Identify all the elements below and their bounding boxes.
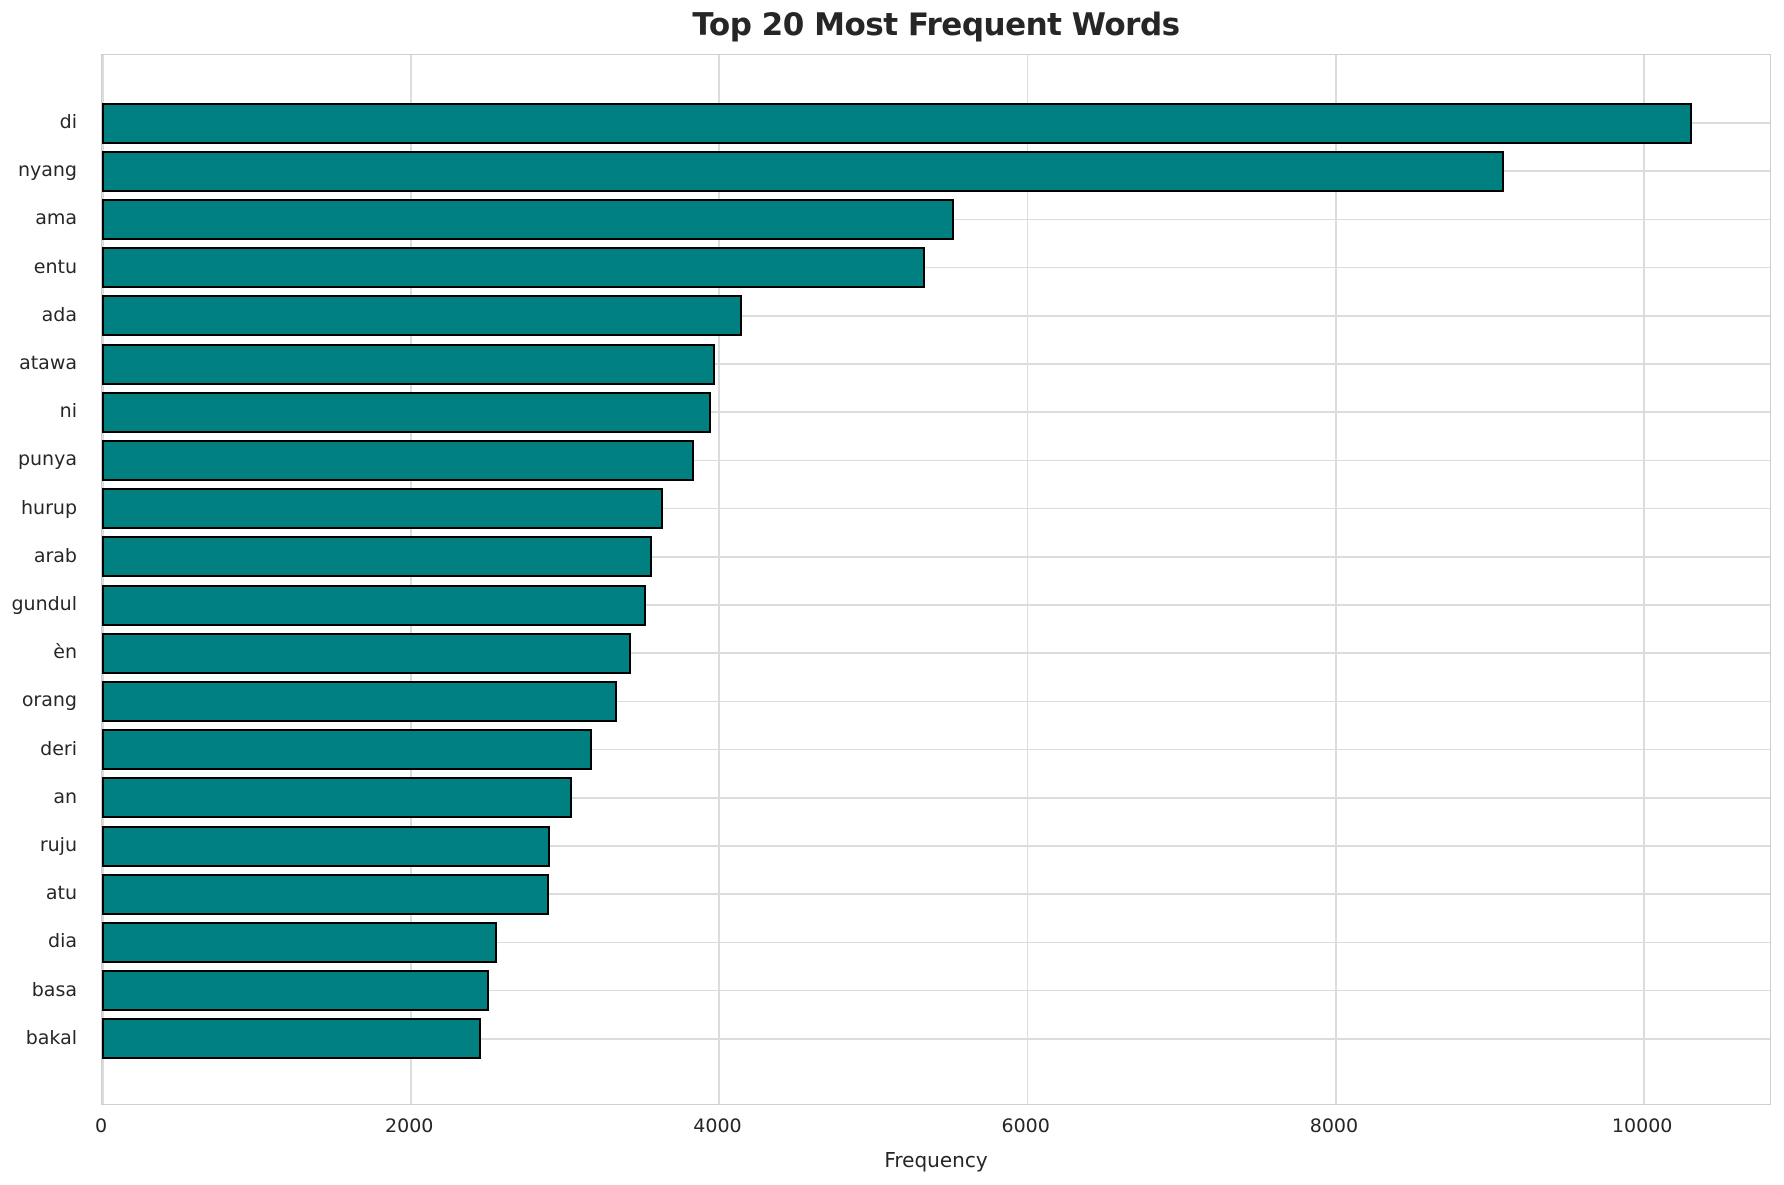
gridline-horizontal xyxy=(102,748,1770,751)
y-tick-label: atu xyxy=(45,882,77,905)
plot-area xyxy=(101,54,1771,1105)
y-tick-label: ruju xyxy=(39,834,77,856)
y-tick-label: basa xyxy=(31,978,77,1001)
x-tick-label: 8000 xyxy=(1309,1115,1359,1137)
x-tick-label: 2000 xyxy=(385,1115,434,1137)
gridline-horizontal xyxy=(102,266,1770,269)
bar-atawa xyxy=(102,343,716,385)
bar-nyang xyxy=(102,150,1505,192)
y-tick-label: bakal xyxy=(25,1026,77,1049)
bar-an xyxy=(102,777,573,819)
bar-atu xyxy=(102,873,549,915)
gridline-horizontal xyxy=(102,363,1770,365)
bar-ada xyxy=(102,295,742,337)
y-tick-label: an xyxy=(53,785,77,808)
x-tick-label: 6000 xyxy=(1001,1115,1050,1137)
gridline-horizontal xyxy=(102,604,1770,606)
bar-gundul xyxy=(102,584,647,626)
bar-dia xyxy=(102,921,497,963)
y-tick-label: entu xyxy=(33,255,77,278)
gridline-vertical xyxy=(1334,55,1337,1104)
y-tick-label: dia xyxy=(48,930,77,953)
y-tick-label: punya xyxy=(17,448,77,471)
gridline-horizontal xyxy=(102,556,1770,558)
bar-ama xyxy=(102,198,955,240)
gridline-horizontal xyxy=(102,507,1770,510)
y-tick-label: atawa xyxy=(19,352,77,374)
y-tick-label: hurup xyxy=(21,496,77,519)
y-tick-label: èn xyxy=(53,641,77,664)
gridline-horizontal xyxy=(102,315,1770,317)
bar-orang xyxy=(102,680,617,722)
bar-basa xyxy=(102,970,489,1012)
bar-arab xyxy=(102,536,653,578)
gridline-vertical xyxy=(1643,55,1645,1104)
bar-èn xyxy=(102,632,631,674)
y-tick-label: ama xyxy=(35,207,77,230)
bar-di xyxy=(102,102,1693,144)
gridline-horizontal xyxy=(102,797,1770,799)
gridline-horizontal xyxy=(102,411,1770,413)
gridline-vertical xyxy=(1026,55,1029,1104)
y-axis-labels: di nyang ama entu ada atawa ni punya hurup arab gu… xyxy=(0,54,89,1105)
y-tick-label: gundul xyxy=(11,593,77,615)
y-tick-label: arab xyxy=(33,544,77,567)
bar-ni xyxy=(102,391,711,433)
bar-entu xyxy=(102,247,925,289)
gridline-vertical xyxy=(102,55,104,1104)
chart-title: Top 20 Most Frequent Words xyxy=(692,7,1180,43)
gridline-vertical xyxy=(410,55,412,1104)
x-axis-title: Frequency xyxy=(884,1148,988,1172)
x-tick-label: 4000 xyxy=(693,1115,742,1137)
bar-bakal xyxy=(102,1018,482,1060)
y-tick-label: nyang xyxy=(17,159,77,182)
gridline-horizontal xyxy=(102,700,1770,703)
gridline-horizontal xyxy=(102,989,1770,992)
bar-deri xyxy=(102,729,593,771)
gridline-horizontal xyxy=(102,845,1770,847)
gridline-vertical xyxy=(718,55,721,1104)
y-tick-label: orang xyxy=(21,689,77,712)
x-tick-label: 10000 xyxy=(1611,1115,1673,1137)
gridline-horizontal xyxy=(102,652,1770,654)
y-tick-label: deri xyxy=(40,737,77,760)
y-tick-label: di xyxy=(59,111,77,133)
gridline-horizontal xyxy=(102,1038,1770,1040)
x-tick-label: 0 xyxy=(94,1115,108,1137)
bar-punya xyxy=(102,439,694,481)
bar-ruju xyxy=(102,825,550,867)
y-tick-label: ada xyxy=(41,303,77,326)
y-tick-label: ni xyxy=(59,400,77,423)
gridline-horizontal xyxy=(102,941,1770,944)
bar-hurup xyxy=(102,488,663,530)
gridline-horizontal xyxy=(102,893,1770,895)
gridline-horizontal xyxy=(102,459,1770,462)
